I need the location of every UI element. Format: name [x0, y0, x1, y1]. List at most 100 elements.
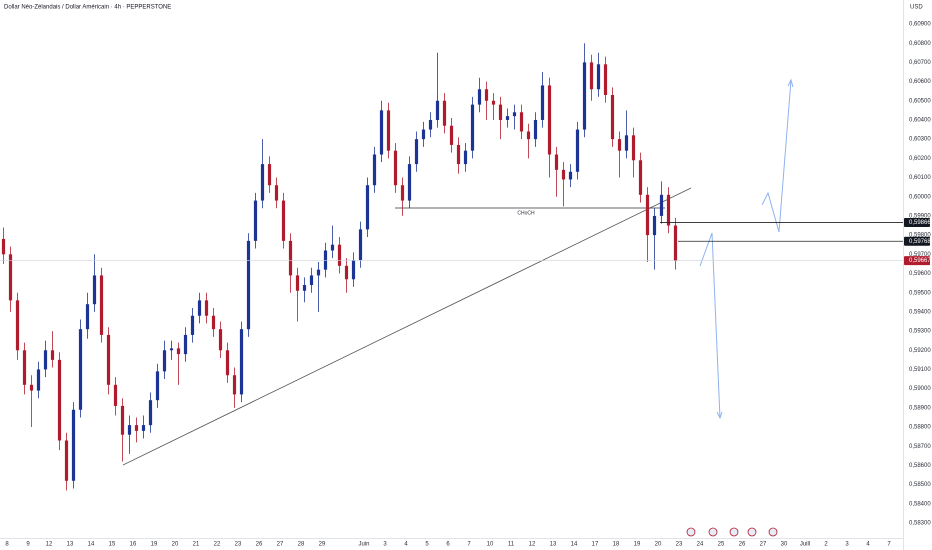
candle-body: [652, 215, 657, 236]
y-tick-label: 0,59100: [909, 367, 931, 373]
candle-body: [470, 104, 475, 151]
y-tick-label: 0,60700: [909, 60, 931, 66]
candle-body: [666, 194, 671, 226]
event-icon[interactable]: [747, 527, 757, 537]
candle-body: [372, 154, 377, 186]
candle-body: [113, 384, 118, 406]
y-tick-label: 0,60400: [909, 118, 931, 124]
candle-body: [596, 64, 601, 90]
y-tick-label: 0,60300: [909, 137, 931, 143]
candle-body: [141, 425, 146, 431]
x-tick-label: 4: [866, 542, 870, 548]
candle-body: [99, 275, 104, 335]
y-tick-label: 0,59200: [909, 348, 931, 354]
event-icon[interactable]: [708, 527, 718, 537]
x-tick-label: 20: [655, 542, 662, 548]
candle-body: [358, 229, 363, 261]
candle-body: [365, 185, 370, 230]
trend-line: [122, 187, 692, 466]
candle-body: [435, 100, 440, 120]
candle-body: [449, 125, 454, 145]
x-tick-label: 25: [718, 542, 725, 548]
candle-body: [610, 95, 615, 140]
y-tick-label: 0,58600: [909, 463, 931, 469]
projection-up: [761, 79, 792, 233]
x-tick-label: 3: [383, 542, 387, 548]
candle-body: [218, 329, 223, 351]
chart-title: Dollar Néo-Zélandais / Dollar Américain …: [4, 5, 171, 11]
candle-body: [330, 244, 335, 251]
candle-body: [134, 425, 139, 431]
candle-body: [491, 100, 496, 105]
x-tick-label: 28: [298, 542, 305, 548]
candle-body: [645, 194, 650, 236]
candle-body: [78, 329, 83, 410]
candle-body: [8, 254, 13, 301]
candle-body: [225, 350, 230, 376]
candle-body: [64, 440, 69, 481]
candle-body: [337, 244, 342, 266]
x-tick-label: 19: [634, 542, 641, 548]
candle-body: [673, 225, 678, 261]
x-tick-label: 16: [130, 542, 137, 548]
candle-body: [379, 110, 384, 155]
candle-body: [85, 304, 90, 330]
y-tick-label: 0,59000: [909, 386, 931, 392]
x-tick-label: 4: [404, 542, 408, 548]
y-tick-label: 0,59500: [909, 290, 931, 296]
price-label: 0,59667: [909, 258, 931, 264]
x-tick-label: 10: [487, 542, 494, 548]
candle-body: [316, 269, 321, 276]
candle-body: [463, 150, 468, 165]
candle-body: [561, 169, 566, 180]
candle-body: [302, 285, 307, 291]
candle-body: [169, 348, 174, 351]
candle-body: [267, 164, 272, 186]
y-tick-label: 0,58700: [909, 444, 931, 450]
y-tick-label: 0,59400: [909, 309, 931, 315]
candle-body: [43, 350, 48, 370]
x-tick-label: Juin: [358, 542, 369, 548]
candle-body: [274, 185, 279, 201]
candle-body: [589, 62, 594, 90]
y-tick-label: 0,59600: [909, 271, 931, 277]
currency-label: USD: [910, 5, 923, 11]
price-label-box: [904, 236, 930, 246]
candle-body: [71, 409, 76, 481]
x-tick-label: 11: [508, 542, 515, 548]
event-icon[interactable]: [768, 527, 778, 537]
event-icons: [686, 527, 778, 537]
y-tick-label: 0,58900: [909, 405, 931, 411]
y-tick-label: 0,59300: [909, 329, 931, 335]
x-tick-label: 15: [109, 542, 116, 548]
candle-body: [477, 89, 482, 105]
candle-body: [239, 329, 244, 395]
x-tick-label: 24: [697, 542, 704, 548]
candle-body: [505, 116, 510, 120]
event-icon[interactable]: [686, 527, 696, 537]
y-tick-label: 0,60200: [909, 156, 931, 162]
x-tick-label: 3: [845, 542, 849, 548]
candle-body: [442, 100, 447, 126]
arrow-head: [787, 78, 794, 88]
candle-body: [92, 275, 97, 305]
candle-body: [323, 250, 328, 270]
y-tick-label: 0,60900: [909, 22, 931, 28]
candle-body: [638, 160, 643, 195]
price-label-box: [904, 256, 930, 266]
x-tick-label: 26: [256, 542, 263, 548]
y-tick-label: 0,60800: [909, 41, 931, 47]
y-tick-label: 0,58300: [909, 521, 931, 527]
x-tick-label: 14: [571, 542, 578, 548]
candle-body: [309, 275, 314, 286]
x-tick-label: 18: [613, 542, 620, 548]
candle-body: [246, 240, 251, 330]
x-tick-label: 21: [193, 542, 200, 548]
candle-body: [414, 139, 419, 165]
candle-body: [22, 350, 27, 385]
candle-body: [428, 119, 433, 130]
x-tick-label: 7: [467, 542, 471, 548]
candle-body: [456, 144, 461, 165]
event-icon[interactable]: [729, 527, 739, 537]
